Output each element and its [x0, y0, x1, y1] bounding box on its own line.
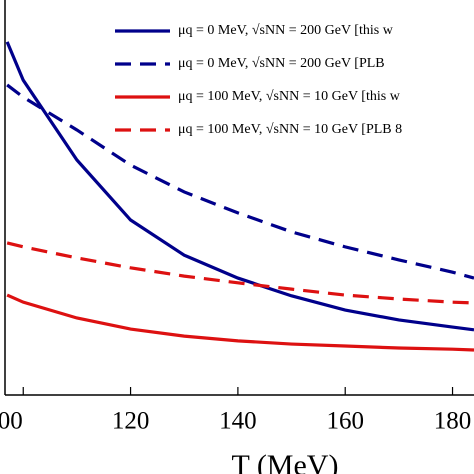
- x-axis-title: T (MeV): [232, 449, 339, 474]
- x-tick-label: 180: [434, 408, 472, 435]
- legend-label: μq = 100 MeV, √sNN = 10 GeV [this w: [178, 89, 401, 104]
- plot-area: [5, 41, 474, 352]
- x-tick-label: 140: [219, 408, 257, 435]
- legend-label: μq = 100 MeV, √sNN = 10 GeV [PLB 8: [178, 122, 402, 137]
- series-line: [6, 293, 474, 352]
- x-tick-label: 120: [112, 408, 150, 435]
- series-line: [5, 41, 474, 332]
- legend-label: μq = 0 MeV, √sNN = 200 GeV [this w: [178, 23, 394, 38]
- series-line: [6, 83, 474, 280]
- x-tick-label: 00: [0, 408, 23, 435]
- series-line: [6, 241, 474, 305]
- x-tick-label: 160: [326, 408, 364, 435]
- legend-label: μq = 0 MeV, √sNN = 200 GeV [PLB: [178, 56, 385, 71]
